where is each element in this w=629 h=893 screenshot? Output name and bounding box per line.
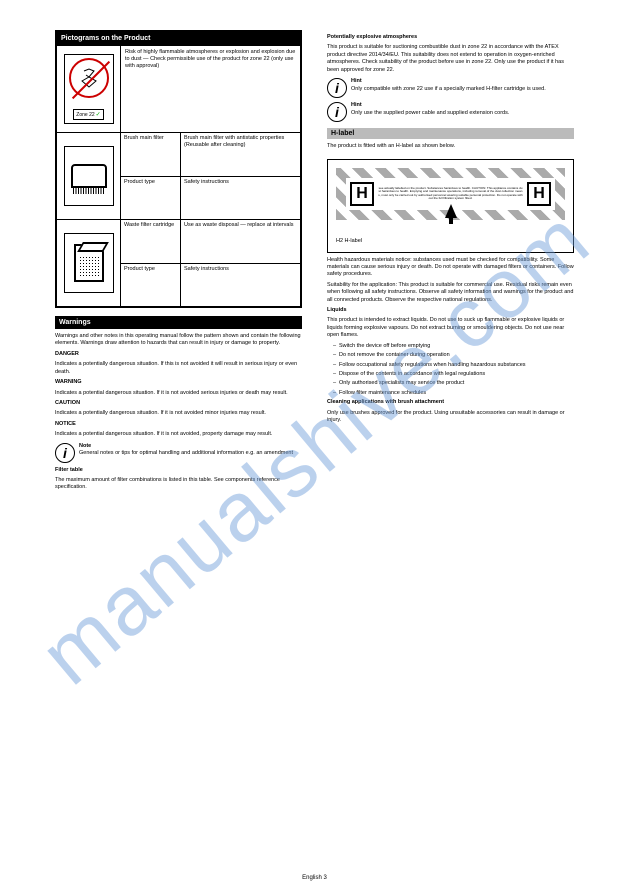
filter-sub1-a: Waste filter cartridge [121,220,181,263]
h-label-heading: H-label [327,128,574,139]
hint-row-a: i Hint Only compatible with zone 22 use … [327,78,574,98]
note-block: Note General notes or tips for optimal h… [79,443,293,458]
info-icon: i [327,102,347,122]
hazard-stripe-border: H see actually labelled on the product. … [336,168,565,220]
warning-label: WARNING [55,379,82,385]
two-column-layout: Pictograms on the Product Zone 22 ✓ [55,30,574,495]
after-text-1: Health hazardous materials notice: subst… [327,257,574,279]
page-number: English 3 [302,875,327,881]
filter-icon [64,233,114,293]
list-item: Follow filter maintenance schedules [333,390,574,397]
filter-table-text: The maximum amount of filter combination… [55,477,302,492]
warnings-intro: Warnings and other notes in this operati… [55,333,302,348]
pictogram-row-brush: Brush main filter Brush main filter with… [57,132,300,219]
warning-text: Indicates a potential dangerous situatio… [55,390,302,397]
zone22-description: Risk of highly flammable atmospheres or … [121,46,300,132]
note-label: Note [79,443,91,449]
note-row: i Note General notes or tips for optimal… [55,443,302,463]
list-item: Only authorised specialists may service … [333,380,574,387]
filter-table-heading: Filter table [55,467,83,473]
h-info-content: see actually labelled on the product. Su… [378,186,523,200]
h-box-left: H [350,182,374,206]
caution-label: CAUTION [55,400,80,406]
hint-label-b: Hint [351,102,362,108]
hint-a-block: Hint Only compatible with zone 22 use if… [351,78,546,93]
filter-sub1-b: Use as waste disposal — replace at inter… [181,220,300,263]
left-bottom-block: Filter table The maximum amount of filte… [55,467,302,492]
hint-label-a: Hint [351,78,362,84]
filter-sub2-a: Product type [121,264,181,307]
zone22-icon-cell: Zone 22 ✓ [57,46,121,132]
list-item: Do not remove the container during opera… [333,352,574,359]
end-text: Only use brushes approved for the produc… [327,410,574,425]
brush-glyph [71,164,107,188]
brush-icon-cell [57,133,121,219]
brush-sub1-b: Brush main filter with antistatic proper… [181,133,300,176]
h-info-text: see actually labelled on the product. Su… [378,187,523,200]
h-label-figure: H see actually labelled on the product. … [327,159,574,253]
pictograms-title: Pictograms on the Product [57,32,300,45]
warnings-heading: Warnings [55,316,302,329]
left-column: Pictograms on the Product Zone 22 ✓ [55,30,302,495]
notice-text: Indicates a potential dangerous situatio… [55,431,302,438]
hint-b-text: Only use the supplied power cable and su… [351,110,509,116]
filter-sub-row-1: Waste filter cartridge Use as waste disp… [121,220,300,263]
hint-b-block: Hint Only use the supplied power cable a… [351,102,509,117]
info-icon: i [327,78,347,98]
zone22-label-text: Zone 22 [76,112,94,118]
pictogram-row-zone22: Zone 22 ✓ Risk of highly flammable atmos… [57,45,300,132]
notice-label: NOTICE [55,421,76,427]
list-item: Follow occupational safety regulations w… [333,362,574,369]
liquids-heading: Liquids [327,307,347,313]
prohibition-circle-icon [69,58,109,98]
liquids-text: This product is intended to extract liqu… [327,317,574,339]
zone22-icon: Zone 22 ✓ [64,54,114,124]
filter-icon-cell [57,220,121,306]
brush-sub1-a: Brush main filter [121,133,181,176]
checkmark-icon: ✓ [96,111,101,118]
after-text-2: Suitability for the application: This pr… [327,282,574,304]
pictograms-table: Pictograms on the Product Zone 22 ✓ [55,30,302,308]
hint-row-b: i Hint Only use the supplied power cable… [327,102,574,122]
end-heading: Cleaning applications with brush attachm… [327,399,444,405]
h-box-right: H [527,182,551,206]
brush-sub2-b: Safety instructions [181,177,300,220]
filter-desc-wrap: Waste filter cartridge Use as waste disp… [121,220,300,306]
filter-glyph [74,244,104,282]
brush-sub-row-2: Product type Safety instructions [121,176,300,220]
equipment-glyph-icon [78,67,100,89]
list-item: Dispose of the contents in accordance wi… [333,371,574,378]
danger-text: Indicates a potentially dangerous situat… [55,361,302,376]
hazard-intro-block: Potentially explosive atmospheres This p… [327,34,574,74]
brush-sub2-a: Product type [121,177,181,220]
list-item: Switch the device off before emptying [333,343,574,350]
hazard-text: This product is suitable for suctioning … [327,44,574,74]
warnings-body: Warnings and other notes in this operati… [55,333,302,439]
h-label-intro-text: The product is fitted with an H-label as… [327,143,574,150]
brush-desc-wrap: Brush main filter Brush main filter with… [121,133,300,219]
note-desc: General notes or tips for optimal handli… [79,450,293,456]
filter-sub-row-2: Product type Safety instructions [121,263,300,307]
h-label-intro: The product is fitted with an H-label as… [327,143,574,150]
hazard-inner-panel: H see actually labelled on the product. … [346,178,555,210]
info-icon: i [55,443,75,463]
zone22-badge: Zone 22 ✓ [73,109,103,120]
right-column: Potentially explosive atmospheres This p… [327,30,574,495]
brush-icon [64,146,114,206]
figure-ref: H2 H-label [336,238,565,244]
danger-label: DANGER [55,351,79,357]
brush-sub-row-1: Brush main filter Brush main filter with… [121,133,300,176]
hazard-heading: Potentially explosive atmospheres [327,34,417,40]
safety-list: Switch the device off before emptying Do… [327,343,574,398]
page-container: Pictograms on the Product Zone 22 ✓ [0,0,629,893]
pictogram-row-filter: Waste filter cartridge Use as waste disp… [57,219,300,306]
hint-a-text: Only compatible with zone 22 use if a sp… [351,86,546,92]
after-figure-text: Health hazardous materials notice: subst… [327,257,574,425]
caution-text: Indicates a potentially dangerous situat… [55,410,302,417]
up-arrow-icon [445,204,457,218]
filter-sub2-b: Safety instructions [181,264,300,307]
